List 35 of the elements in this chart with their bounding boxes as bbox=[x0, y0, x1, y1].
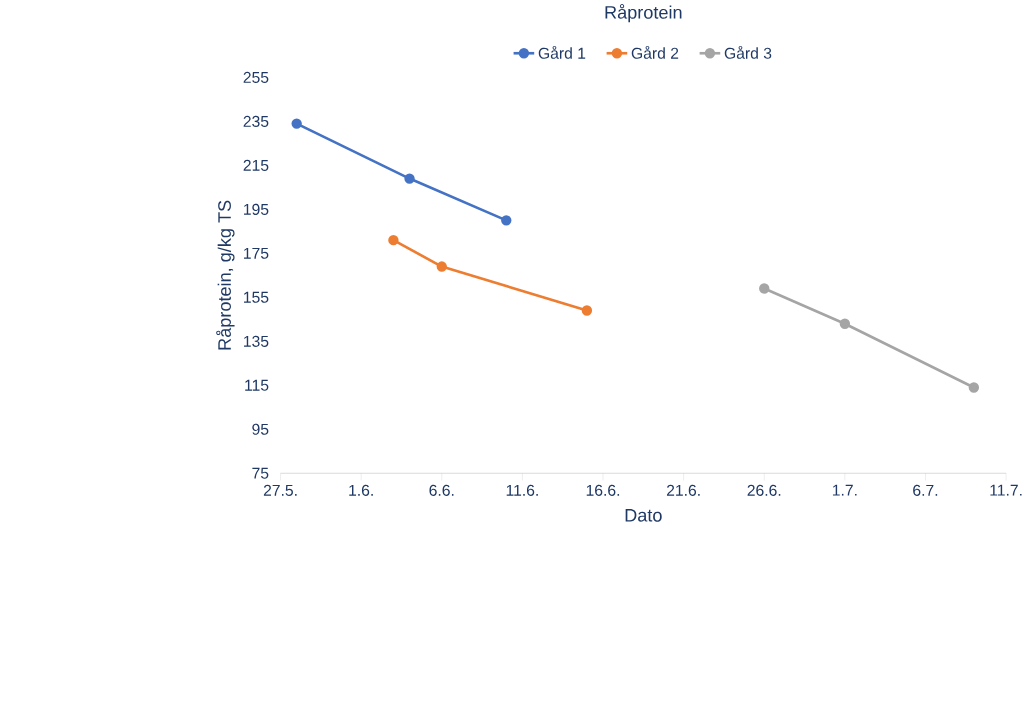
legend-label: Gård 1 bbox=[538, 46, 586, 59]
x-tick-label: 11.7. bbox=[990, 484, 1022, 496]
y-tick-label: 155 bbox=[244, 291, 269, 303]
x-tick-label: 26.6. bbox=[747, 484, 781, 497]
y-tick-label: 175 bbox=[244, 247, 269, 259]
y-tick-label: 215 bbox=[243, 159, 269, 172]
y-tick-label: 115 bbox=[245, 379, 269, 391]
point bbox=[501, 215, 512, 226]
x-tick-label: 27.5. bbox=[263, 484, 297, 497]
point bbox=[581, 305, 593, 316]
point bbox=[404, 173, 415, 184]
x-tick-label: 16.6. bbox=[586, 484, 620, 497]
point bbox=[759, 283, 770, 294]
point bbox=[291, 118, 302, 129]
x-tick-label: 1.6. bbox=[349, 484, 373, 497]
x-tick-label: 21.6. bbox=[666, 484, 700, 497]
x-tick-label: 6.6. bbox=[429, 484, 454, 497]
x-tick-label: 11.6. bbox=[506, 484, 538, 497]
legend-label: Gård 3 bbox=[724, 46, 772, 59]
y-tick-label: 235 bbox=[243, 115, 269, 128]
y-tick-label: 255 bbox=[243, 71, 269, 84]
point bbox=[436, 261, 447, 272]
chart-title: Råprotein bbox=[605, 4, 682, 23]
y-axis-title: Råprotein, g/kg TS bbox=[216, 200, 235, 350]
x-tick-label: 6.7. bbox=[913, 484, 938, 497]
y-tick-label: 135 bbox=[244, 335, 269, 347]
legend-label: Gård 2 bbox=[631, 46, 679, 59]
point bbox=[839, 318, 851, 330]
y-tick-label: 195 bbox=[244, 203, 269, 216]
x-tick-label: 1.7. bbox=[832, 484, 857, 496]
point bbox=[968, 382, 980, 393]
y-tick-label: 75 bbox=[252, 467, 269, 479]
x-axis-title: Dato bbox=[625, 509, 662, 522]
point bbox=[388, 235, 399, 246]
y-tick-label: 95 bbox=[252, 423, 269, 435]
